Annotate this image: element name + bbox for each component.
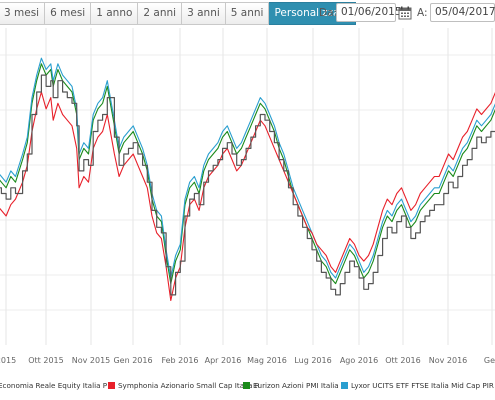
x-tick-label: Apr 2016 [205,356,242,365]
legend-label: Economia Reale Equity Italia P [0,381,108,390]
chart-series [0,57,495,302]
x-tick-label: Lug 2016 [294,356,331,365]
x-tick-label: Nov 2015 [72,356,111,365]
from-date-label: Da: [319,7,338,19]
period-3-anni-button[interactable]: 3 anni [182,2,226,25]
calendar-icon[interactable] [398,5,412,24]
period-5-anni-button[interactable]: 5 anni [225,2,270,25]
legend-item[interactable]: Symphonia Azionario Small Cap Italia R [108,381,260,390]
toolbar: 3 mesi 6 mesi 1 anno 2 anni 3 anni 5 ann… [0,0,495,28]
period-6-mesi-button[interactable]: 6 mesi [45,2,92,25]
x-tick-label: Mag 2016 [247,356,287,365]
series-line-0 [0,74,495,296]
legend-label: Eurizon Azioni PMI Italia [253,381,339,390]
x-tick-label: Feb 2016 [161,356,198,365]
legend-swatch [341,382,348,389]
legend-item[interactable]: Economia Reale Equity Italia P [0,381,107,390]
period-1-anno-button[interactable]: 1 anno [91,2,139,25]
period-3-mesi-button[interactable]: 3 mesi [0,2,46,25]
series-line-3 [0,57,495,279]
series-line-1 [0,91,495,302]
x-tick-label: Gen [484,356,495,365]
legend-swatch [108,382,115,389]
legend-item[interactable]: Eurizon Azioni PMI Italia [243,381,339,390]
x-tick-label: Gen 2016 [113,356,152,365]
x-tick-label: Ott 2015 [28,356,63,365]
from-date-input[interactable]: 01/06/2015 [336,3,402,22]
to-date-input[interactable]: 05/04/2017 [430,3,495,22]
legend-item[interactable]: Lyxor UCITS ETF FTSE Italia Mid Cap PIR … [341,381,495,390]
period-2-anni-button[interactable]: 2 anni [138,2,183,25]
x-tick-label: Ott 2016 [385,356,420,365]
chart-grid [0,28,495,345]
chart-legend: Economia Reale Equity Italia P Symphonia … [0,381,495,395]
legend-label: Lyxor UCITS ETF FTSE Italia Mid Cap PIR … [351,381,495,390]
x-tick-label: Ago 2016 [340,356,378,365]
x-tick-label: 2015 [0,356,16,365]
legend-swatch [243,382,250,389]
to-date-label: A: [417,7,428,19]
period-selector: 3 mesi 6 mesi 1 anno 2 anni 3 anni 5 ann… [0,2,357,25]
period-personalizzato-button[interactable]: Personalizzato [269,2,357,25]
legend-label: Symphonia Azionario Small Cap Italia R [118,381,260,390]
x-tick-label: Nov 2016 [429,356,468,365]
